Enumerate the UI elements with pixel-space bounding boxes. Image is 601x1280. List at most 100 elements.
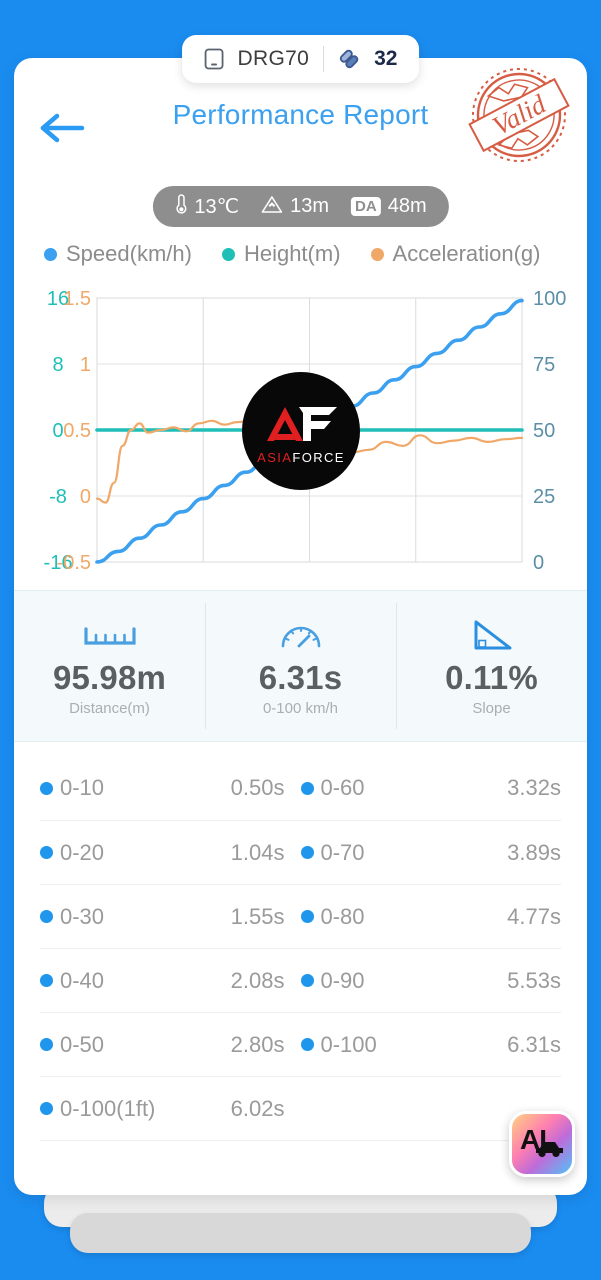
altitude-value: 13m [290, 195, 330, 217]
result-bullet-icon [40, 974, 53, 987]
chart-legend: Speed(km/h) Height(m) Acceleration(g) [14, 234, 587, 274]
legend-dot-acceleration [370, 247, 384, 261]
axis-tick-height: -16 [44, 552, 73, 574]
axis-tick-acceleration: 1.5 [63, 288, 91, 310]
summary-stats: 95.98m Distance(m) [14, 590, 587, 742]
table-row: 0-50 2.80s 0-100 6.31s [40, 1012, 561, 1076]
result-bullet-icon [300, 910, 314, 923]
mountain-icon [261, 195, 283, 219]
result-label: 0-90 [320, 967, 365, 993]
result-label: 0-100 [320, 1031, 377, 1057]
axis-tick-speed: 50 [533, 420, 555, 442]
chip-divider [323, 46, 325, 72]
card-stack-layer-3 [70, 1213, 531, 1253]
legend-item-speed[interactable]: Speed(km/h) [44, 241, 192, 267]
car-icon [533, 1137, 565, 1164]
ai-assistant-button[interactable]: AI [509, 1111, 575, 1177]
legend-dot-height [221, 247, 235, 261]
table-row: 0-20 1.04s 0-70 3.89s [40, 820, 561, 884]
legend-item-acceleration[interactable]: Acceleration(g) [370, 241, 541, 267]
result-cell-left: 0-50 2.80s [40, 1032, 301, 1058]
result-cell-right: 0-100 6.31s [300, 1031, 561, 1058]
arrow-left-icon [40, 113, 86, 143]
legend-item-height[interactable]: Height(m) [221, 241, 341, 267]
legend-label-acceleration: Acceleration(g) [392, 241, 541, 266]
result-value: 6.31s [507, 1031, 561, 1057]
result-bullet-icon [300, 781, 314, 795]
result-bullet-icon [40, 781, 53, 795]
performance-chart: 16 8 0 -8 -16 1.5 1 0.5 0 -0.5 100 75 50 25 0 ASIAFORC… [14, 280, 587, 590]
ruler-icon [83, 616, 136, 656]
result-cell-right: 0-60 3.32s [300, 775, 561, 801]
result-label: 0-10 [60, 775, 105, 800]
result-label: 0-50 [60, 1031, 105, 1057]
result-label: 0-40 [60, 967, 105, 993]
slope-icon [470, 616, 514, 656]
result-value: 2.08s [230, 967, 285, 993]
stat-acceleration-time-label: 0-100 km/h [262, 699, 339, 717]
table-row: 0-30 1.55s 0-80 4.77s [40, 884, 561, 948]
result-cell-left: 0-20 1.04s [40, 840, 301, 866]
axis-tick-speed: 100 [533, 288, 566, 310]
stat-distance-value: 95.98m [52, 658, 167, 696]
report-card: Performance Report 13℃ [14, 58, 587, 1195]
da-badge: DA [351, 197, 381, 216]
satellite-count: 32 [374, 47, 398, 70]
result-bullet-icon [40, 1038, 53, 1051]
axis-tick-speed: 25 [533, 486, 555, 508]
axis-tick-speed: 75 [533, 354, 555, 376]
axis-tick-height: 0 [52, 420, 63, 442]
device-name: DRG70 [237, 47, 310, 70]
device-tablet-icon [204, 48, 224, 70]
result-value: 3.32s [507, 775, 561, 800]
altitude-info: 13m [261, 195, 329, 219]
stat-slope-label: Slope [472, 699, 511, 717]
speedometer-icon [279, 616, 323, 656]
result-value: 5.53s [507, 967, 561, 993]
axis-tick-height: -8 [49, 486, 67, 508]
result-value: 0.50s [230, 775, 285, 800]
axis-tick-height: 16 [47, 288, 69, 310]
result-value: 2.80s [230, 1031, 285, 1057]
result-cell-right: 0-80 4.77s [300, 903, 561, 930]
result-label: 0-30 [60, 903, 105, 929]
result-label: 0-70 [320, 839, 365, 865]
table-row: 0-100(1ft) 6.02s [40, 1076, 561, 1140]
result-cell-left: 0-30 1.55s [40, 904, 301, 930]
result-value: 1.04s [230, 839, 285, 865]
legend-label-speed: Speed(km/h) [66, 241, 192, 266]
stat-distance-label: Distance(m) [69, 699, 150, 717]
legend-label-height: Height(m) [243, 241, 341, 266]
result-label: 0-20 [60, 839, 105, 865]
result-cell-left: 0-40 2.08s [40, 968, 301, 994]
back-button[interactable] [32, 106, 94, 150]
axis-tick-acceleration: 1 [80, 354, 91, 376]
conditions-pill: 13℃ 13m DA 48m [152, 186, 449, 227]
density-altitude-value: 48m [387, 195, 427, 217]
acceleration-results-list: 0-10 0.50s 0-60 3.32s 0-20 1.04s 0-70 3.89s 0-30… [14, 742, 587, 1141]
density-altitude-info: DA 48m [351, 195, 427, 218]
result-bullet-icon [40, 910, 53, 923]
result-bullet-icon [40, 1102, 53, 1115]
result-value: 6.02s [230, 1095, 285, 1121]
axis-tick-acceleration: 0 [80, 486, 91, 508]
result-value: 4.77s [507, 903, 561, 929]
device-status-chip[interactable]: DRG70 32 [181, 35, 420, 83]
report-header: Performance Report 13℃ [14, 58, 587, 234]
table-row: 0-40 2.08s 0-90 5.53s [40, 948, 561, 1012]
axis-tick-acceleration: 0.5 [63, 420, 91, 442]
result-label: 0-80 [320, 903, 365, 929]
result-label: 0-60 [320, 775, 365, 800]
legend-dot-speed [44, 247, 57, 261]
result-value: 1.55s [230, 903, 285, 929]
result-cell-right: 0-90 5.53s [300, 967, 561, 994]
result-value: 3.89s [507, 839, 561, 865]
stat-acceleration-time-value: 6.31s [258, 658, 343, 696]
stat-acceleration-time: 6.31s 0-100 km/h [205, 591, 396, 741]
temperature-value: 13℃ [194, 196, 240, 218]
stat-slope: 0.11% Slope [396, 591, 587, 741]
page-title: Performance Report [172, 99, 429, 130]
result-bullet-icon [300, 1038, 314, 1051]
